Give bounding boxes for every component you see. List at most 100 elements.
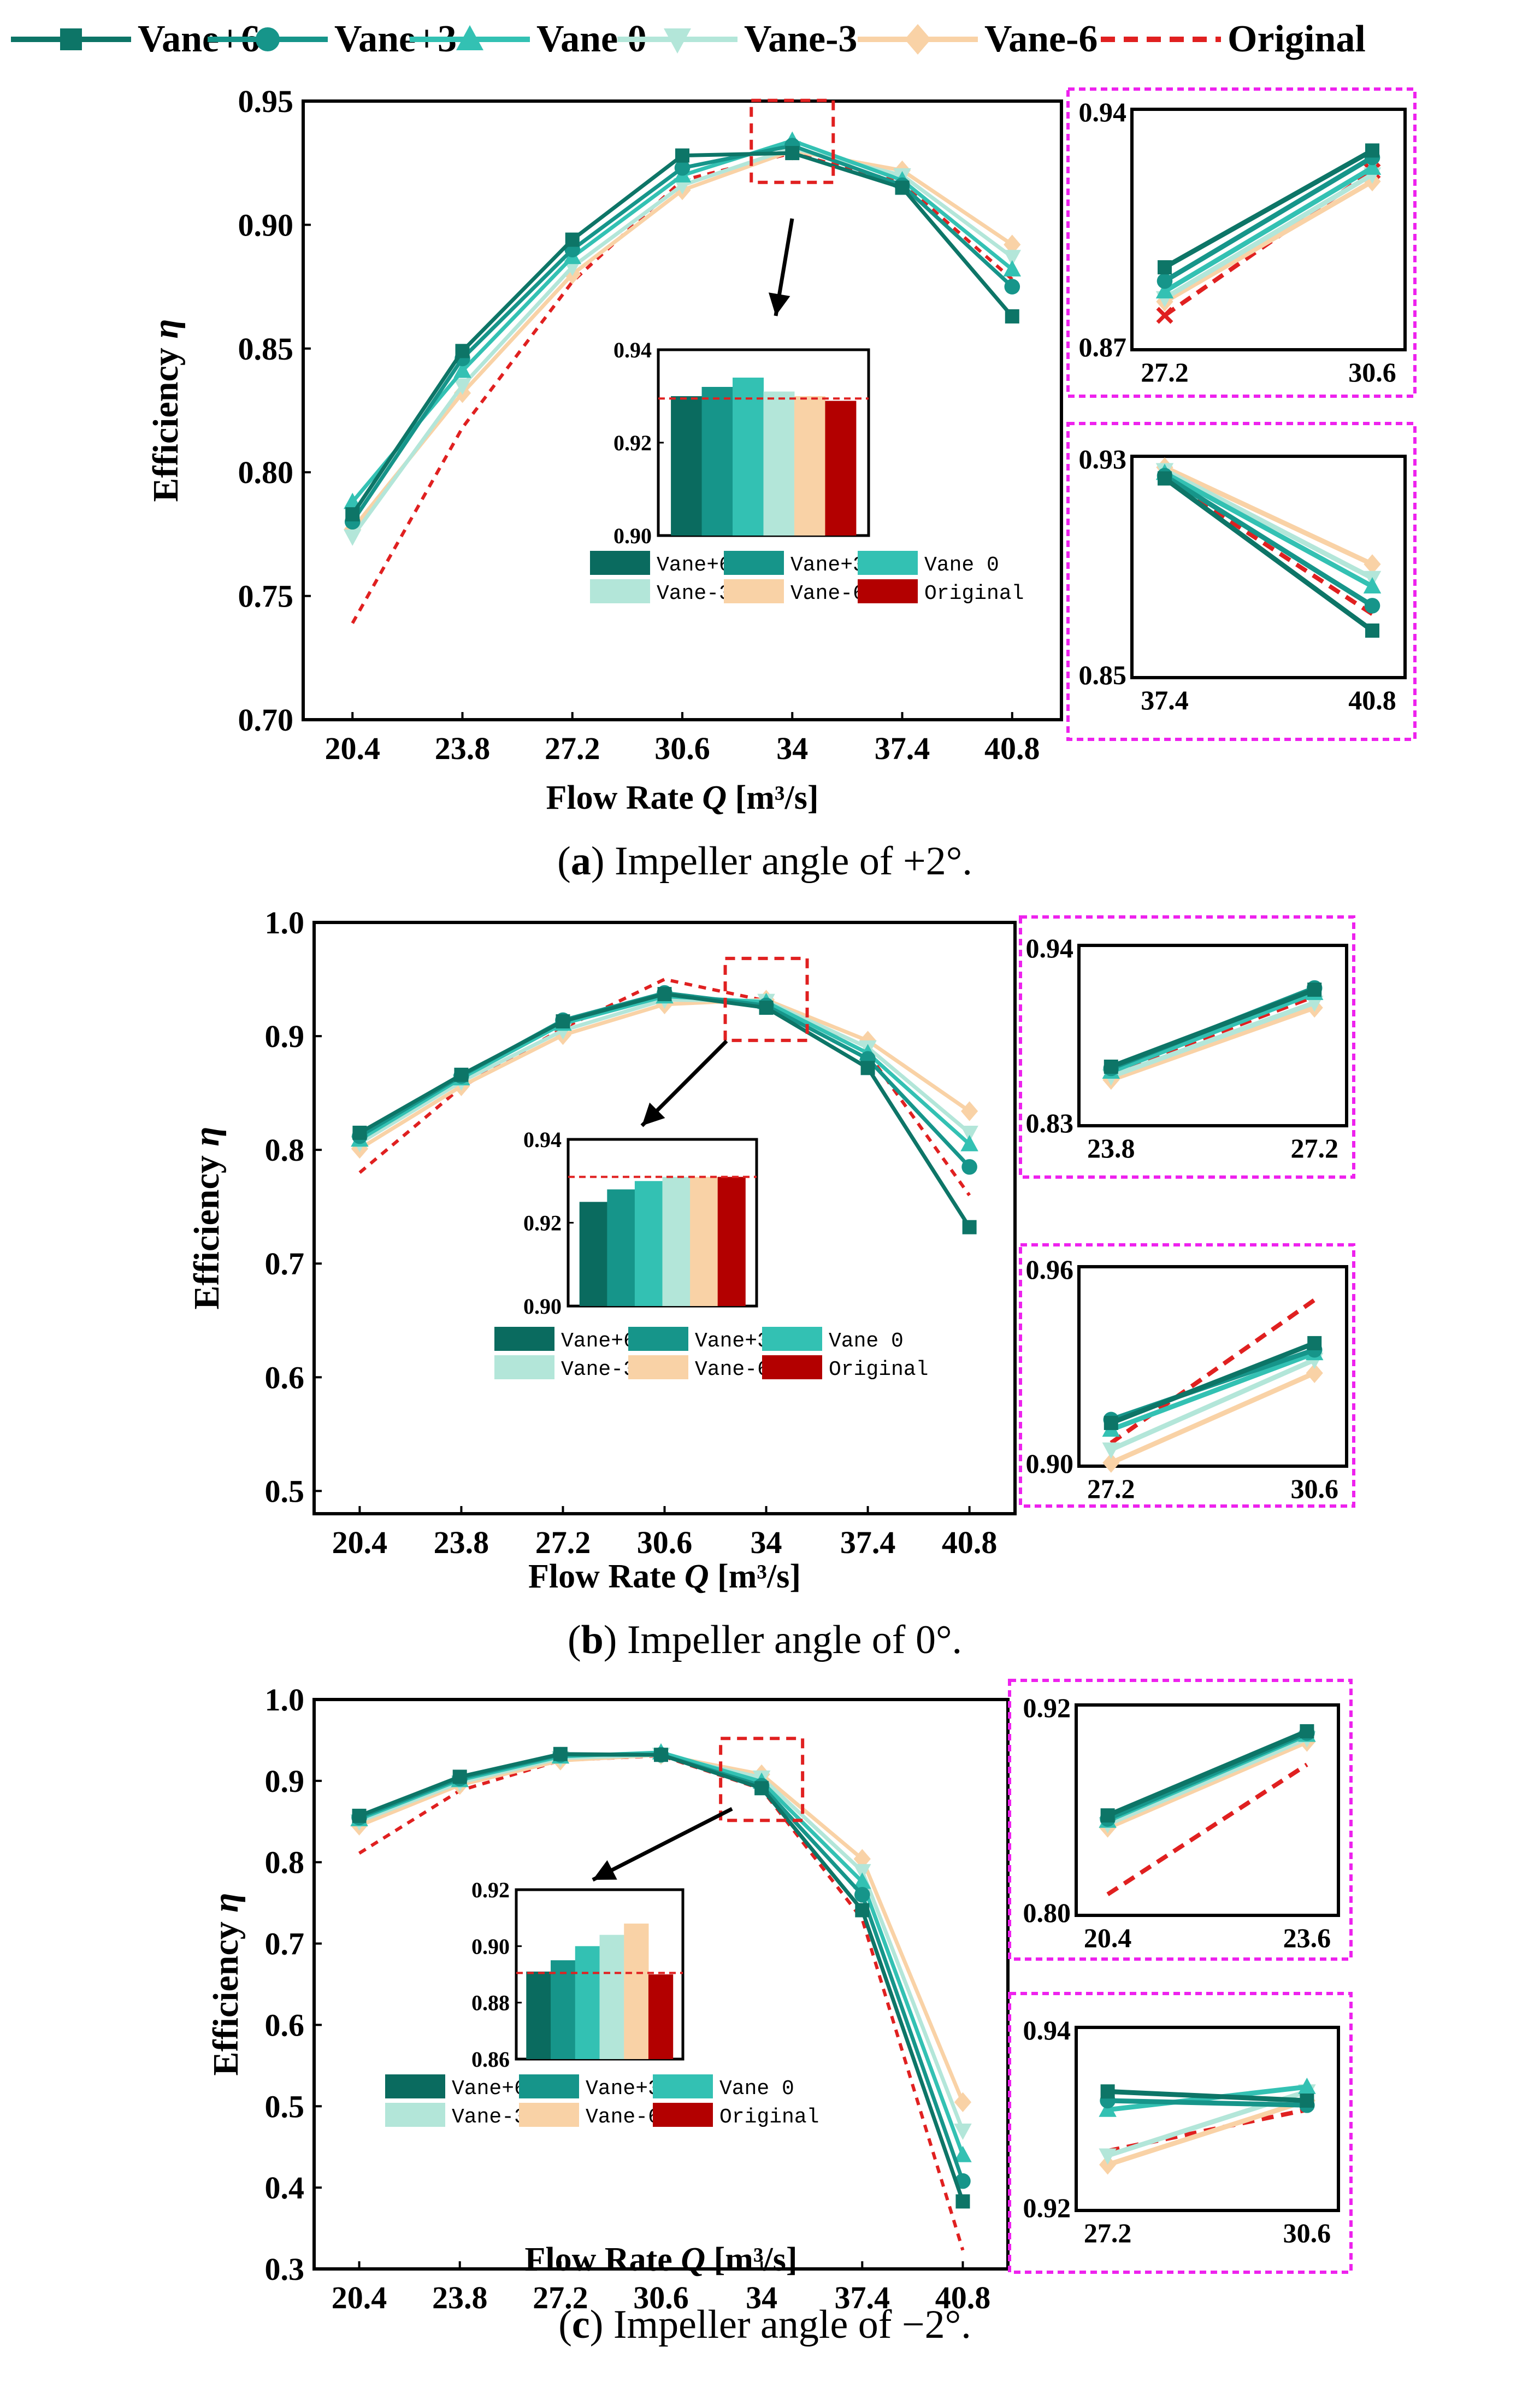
bar-legend-label: Vane-3 — [657, 582, 731, 605]
zoom-data-point — [1099, 2148, 1117, 2165]
x-tick-label: 23.8 — [434, 1525, 489, 1560]
zoom-data-point — [1155, 282, 1174, 299]
bar-legend-entry: Vane+6 — [494, 1327, 636, 1353]
bar-y-tick-label: 0.92 — [613, 431, 652, 455]
x-axis-label-unit: [m³/s] — [705, 2241, 797, 2278]
zoom-y-tick-label: 0.96 — [1026, 1254, 1074, 1285]
x-tick-label: 34 — [751, 1525, 782, 1560]
zoom-data-point — [1102, 1442, 1120, 1459]
legend-marker — [256, 27, 280, 51]
data-point — [954, 2092, 972, 2113]
zoom-series-vane-6 — [1102, 1363, 1323, 1473]
y-tick-label: 0.5 — [265, 1473, 305, 1509]
panel-c: 20.4 23.8 27.2 30.6 34 37.4 40.8 0.3 0.4 0.5 0.6 0.… — [206, 1679, 1353, 2347]
zoom-series-vane-6 — [1104, 983, 1322, 1074]
bar-legend-entry: Vane-3 — [385, 2103, 527, 2129]
data-point — [343, 529, 362, 546]
y-tick-label: 0.6 — [265, 1360, 305, 1395]
y-axis-label-var: η — [206, 1893, 246, 1913]
bar-legend-label: Vane-6 — [586, 2106, 660, 2129]
bar-legend-entry: Original — [653, 2103, 819, 2129]
zoom-series-line — [1163, 155, 1374, 284]
x-tick-label: 20.4 — [324, 731, 380, 766]
x-tick-label: 40.8 — [942, 1525, 998, 1560]
bar — [579, 1202, 607, 1306]
data-point — [855, 1903, 870, 1918]
data-point — [454, 1067, 469, 1082]
zoom-data-point — [1307, 1336, 1322, 1350]
x-axis-label: Flow Rate Q [m³/s] — [528, 1558, 801, 1595]
y-tick-label: 0.70 — [238, 702, 294, 738]
zoom-y-tick-label: 0.80 — [1023, 1897, 1071, 1928]
zoom-series-line — [1163, 179, 1374, 304]
zoom-x-tick-label: 23.6 — [1283, 1922, 1331, 1953]
bar-legend-swatch — [628, 1355, 688, 1379]
bar-legend-entry: Vane+6 — [385, 2074, 527, 2101]
caption-text: ) Impeller angle of −2°. — [590, 2302, 971, 2347]
bar-legend-label: Original — [924, 582, 1024, 605]
data-point — [352, 1125, 367, 1140]
zoom-x-tick-label: 30.6 — [1283, 2218, 1331, 2248]
bar-y-tick-label: 0.90 — [471, 1934, 510, 1959]
data-point — [565, 232, 580, 247]
data-point — [960, 1125, 978, 1142]
x-tick-label: 27.2 — [535, 1525, 591, 1560]
y-tick-label: 0.8 — [265, 1845, 305, 1880]
zoom-data-point — [1102, 1453, 1120, 1473]
bar — [607, 1189, 635, 1306]
x-axis-label-unit: [m³/s] — [727, 779, 818, 816]
data-point — [453, 378, 471, 395]
zoom-series-line — [1164, 465, 1373, 567]
bar-legend-swatch — [762, 1355, 822, 1379]
bar-legend-label: Original — [829, 1358, 928, 1381]
bar-legend-label: Vane-6 — [790, 582, 865, 605]
y-axis-label-text: Efficiency — [187, 1146, 227, 1310]
bar-y-tick-label: 0.86 — [471, 2047, 510, 2072]
y-axis-label: Efficiency η — [146, 319, 186, 502]
bar — [690, 1177, 718, 1306]
zoom-inset-2: 27.2 30.6 0.92 0.94 — [1008, 1992, 1353, 2274]
data-point — [453, 361, 471, 378]
x-tick-label: 37.4 — [835, 2280, 890, 2315]
y-tick-label: 1.0 — [265, 905, 305, 940]
bar-legend-label: Vane 0 — [924, 554, 999, 577]
bar — [599, 1934, 624, 2059]
x-tick-label: 34 — [746, 2280, 777, 2315]
zoom-region-box — [719, 1737, 805, 1822]
bar-legend-label: Vane+3 — [586, 2077, 660, 2101]
x-tick-label: 27.2 — [545, 731, 600, 766]
arrow-shaft — [592, 1807, 733, 1882]
bar-legend-swatch — [590, 579, 650, 603]
panel-caption: (b) Impeller angle of 0°. — [568, 1618, 962, 1662]
zoom-series-line — [1110, 1371, 1316, 1466]
zoom-series-vane-6 — [1100, 2084, 1314, 2108]
data-point — [785, 146, 800, 161]
bar — [717, 1177, 746, 1306]
zoom-series-line — [1107, 2098, 1307, 2108]
zoom-data-point — [1300, 2094, 1314, 2108]
bar — [825, 401, 857, 536]
panel-b: 20.4 23.8 27.2 30.6 34 37.4 40.8 0.5 0.6 0.7 0.8 0.… — [187, 905, 1355, 1662]
bar-legend-entry: Vane-3 — [494, 1355, 636, 1381]
caption-letter: c — [572, 2302, 590, 2347]
arrow-head — [593, 1860, 617, 1880]
data-point — [657, 987, 672, 1002]
data-point — [1003, 260, 1022, 277]
caption-open: ( — [558, 2302, 572, 2347]
data-point — [452, 1769, 467, 1784]
x-tick-label: 30.6 — [633, 2280, 689, 2315]
zoom-y-tick-label: 0.93 — [1079, 444, 1127, 474]
arrow-head — [768, 292, 790, 316]
bar-legend-swatch — [385, 2103, 445, 2127]
x-tick-label: 23.8 — [432, 2280, 488, 2315]
bar-y-tick-label: 0.88 — [471, 1991, 510, 2015]
x-tick-label: 20.4 — [332, 2280, 387, 2315]
caption-text: ) Impeller angle of +2°. — [591, 839, 972, 884]
caption-open: ( — [568, 1618, 581, 1662]
bar-y-tick-label: 0.92 — [523, 1211, 562, 1236]
zoom-x-tick-label: 27.2 — [1290, 1133, 1338, 1163]
bar — [733, 378, 764, 536]
zoom-data-point — [1364, 554, 1381, 574]
data-point — [895, 180, 910, 195]
y-tick-label: 0.7 — [265, 1926, 305, 1962]
